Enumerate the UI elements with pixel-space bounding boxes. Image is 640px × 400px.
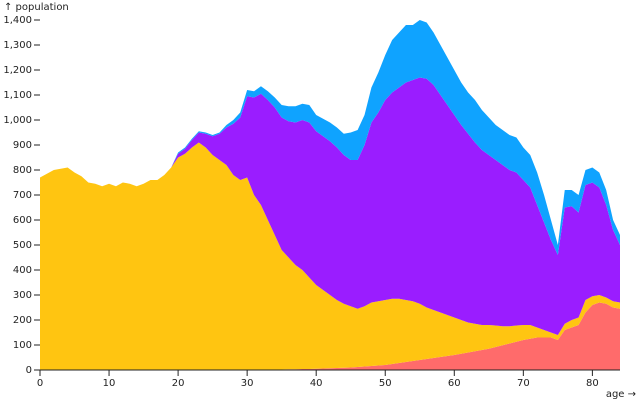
y-tick-label: 900	[13, 140, 32, 151]
area	[40, 302, 620, 370]
x-tick-label: 10	[103, 378, 116, 389]
y-tick-label: 100	[13, 340, 32, 351]
y-tick-label: 700	[13, 190, 32, 201]
y-axis-label: ↑ population	[4, 2, 69, 13]
x-tick-label: 70	[517, 378, 530, 389]
x-tick-label: 20	[172, 378, 185, 389]
y-tick-label: 400	[13, 265, 32, 276]
x-tick-label: 40	[310, 378, 323, 389]
y-tick-label: 1,300	[3, 40, 32, 51]
y-tick-label: 200	[13, 315, 32, 326]
y-tick-label: 1,000	[3, 115, 32, 126]
area	[40, 77, 620, 335]
y-tick-label: 800	[13, 165, 32, 176]
y-tick-label: 1,400	[3, 15, 32, 26]
y-tick-label: 600	[13, 215, 32, 226]
x-tick-label: 30	[241, 378, 254, 389]
area	[40, 20, 620, 255]
x-tick-label: 50	[379, 378, 392, 389]
x-axis-label: age →	[606, 389, 636, 400]
y-tick-label: 500	[13, 240, 32, 251]
x-tick-label: 60	[448, 378, 461, 389]
x-tick-label: 80	[586, 378, 599, 389]
y-tick-label: 1,200	[3, 65, 32, 76]
area	[40, 142, 620, 370]
x-tick-label: 0	[37, 378, 43, 389]
y-tick-label: 1,100	[3, 90, 32, 101]
y-tick-label: 0	[26, 365, 32, 376]
y-tick-label: 300	[13, 290, 32, 301]
